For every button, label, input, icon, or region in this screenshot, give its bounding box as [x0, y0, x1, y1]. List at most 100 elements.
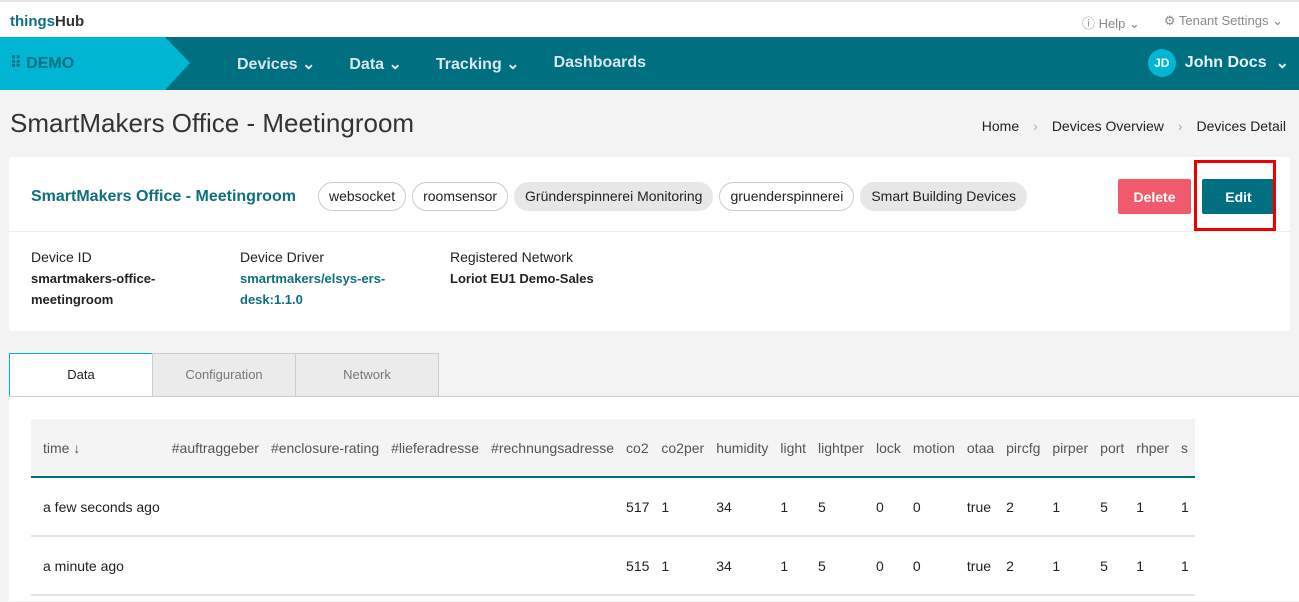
tag[interactable]: websocket — [317, 182, 407, 211]
tab-network[interactable]: Network — [295, 353, 439, 397]
table-cell — [485, 477, 620, 536]
device-card: SmartMakers Office - Meetingroom websock… — [9, 157, 1290, 331]
logo[interactable]: thingsHub — [10, 13, 85, 30]
tab-configuration[interactable]: Configuration — [152, 353, 296, 397]
column-header[interactable]: lock — [875, 439, 901, 456]
table-cell: 1 — [1136, 498, 1145, 515]
breadcrumb-devices-overview[interactable]: Devices Overview — [1051, 118, 1164, 134]
table-cell: 5 — [1100, 557, 1108, 574]
data-panel: time ↓ #auftraggeber #enclosure-rating #lie… — [9, 396, 1299, 601]
table-cell: a minute ago — [43, 557, 124, 574]
table-cell: a few seconds ago — [43, 498, 160, 515]
nav-data[interactable]: Data ⌄ — [349, 56, 402, 73]
column-header[interactable]: co2per — [661, 439, 705, 456]
device-name: SmartMakers Office - Meetingroom — [31, 187, 296, 205]
tenant-switcher[interactable]: ⠿ DEMO — [0, 37, 190, 90]
breadcrumb: Home › Devices Overview › Devices Detail — [982, 118, 1286, 134]
table-cell: 1 — [1180, 498, 1189, 515]
column-header[interactable]: time ↓ — [43, 439, 81, 456]
tag[interactable]: gruenderspinnerei — [719, 182, 855, 211]
table-cell — [485, 536, 620, 595]
column-header[interactable]: #auftraggeber — [171, 439, 259, 456]
tag[interactable]: Gründerspinnerei Monitoring — [514, 182, 714, 211]
page-title: SmartMakers Office - Meetingroom — [10, 108, 415, 138]
table-cell — [265, 477, 385, 536]
tag-list: websocket roomsensor Gründerspinnerei Mo… — [317, 182, 1028, 211]
divider — [9, 231, 1290, 232]
tenant-settings-menu[interactable]: ⚙ Tenant Settings ⌄ — [1163, 13, 1283, 28]
column-header[interactable]: otaa — [966, 439, 995, 456]
chevron-right-icon: › — [1033, 118, 1038, 134]
table-cell — [385, 536, 485, 595]
table-cell: 1 — [1052, 498, 1061, 515]
table-cell: 0 — [912, 498, 921, 515]
column-header[interactable]: port — [1100, 439, 1125, 456]
column-header[interactable]: light — [780, 439, 807, 456]
main-nav: ⠿ DEMO Devices ⌄ Data ⌄ Tracking ⌄ Dashb… — [0, 37, 1299, 90]
table-cell: 5 — [818, 498, 826, 515]
table-cell — [265, 536, 385, 595]
table-cell: 515 — [626, 557, 650, 574]
chevron-down-icon: ⌄ — [301, 56, 316, 73]
column-header[interactable]: lightper — [818, 439, 864, 456]
nav-devices[interactable]: Devices ⌄ — [237, 56, 316, 73]
table-cell: 0 — [875, 557, 884, 574]
tag[interactable]: Smart Building Devices — [860, 182, 1028, 211]
table-cell: 517 — [626, 498, 650, 515]
table-cell: 0 — [912, 557, 921, 574]
device-id: Device ID smartmakers-office-meetingroom — [31, 249, 156, 307]
table-cell: true — [966, 557, 992, 574]
avatar: JD — [1147, 49, 1176, 77]
column-header[interactable]: #enclosure-rating — [270, 439, 380, 456]
breadcrumb-home[interactable]: Home — [981, 118, 1020, 134]
column-header[interactable]: rhper — [1136, 439, 1169, 456]
device-driver-link[interactable]: smartmakers/elsys-ers-desk:1.1.0 — [240, 271, 386, 307]
table-cell: 0 — [875, 498, 884, 515]
data-table: time ↓ #auftraggeber #enclosure-rating #lie… — [31, 419, 1195, 596]
breadcrumb-current: Devices Detail — [1196, 118, 1286, 134]
column-header[interactable]: humidity — [716, 439, 769, 456]
table-cell — [166, 477, 265, 536]
registered-network: Registered Network Loriot EU1 Demo-Sales — [450, 249, 594, 286]
chevron-down-icon: ⌄ — [388, 56, 402, 73]
user-menu[interactable]: JD John Docs ⌄ — [1147, 49, 1289, 77]
column-header[interactable]: pircfg — [1006, 439, 1041, 456]
table-cell: 5 — [1100, 498, 1108, 515]
delete-button[interactable]: Delete — [1118, 179, 1191, 214]
chevron-down-icon: ⌄ — [506, 56, 520, 73]
table-row: a few seconds ago 517 1 34 1 5 0 0 true 2 1 5 1 1 — [31, 477, 1195, 536]
top-bar: thingsHub ⓘ Help ⌄ ⚙ Tenant Settings ⌄ — [0, 0, 1299, 37]
table-cell — [166, 536, 265, 595]
nav-dashboards[interactable]: Dashboards — [553, 54, 647, 71]
table-cell: 1 — [1180, 557, 1189, 574]
tab-bar: Data Configuration Network — [9, 353, 439, 397]
table-cell: 2 — [1006, 557, 1014, 574]
table-header: time ↓ #auftraggeber #enclosure-rating #lie… — [31, 419, 1195, 477]
table-cell: 5 — [818, 557, 826, 574]
column-header[interactable]: co2 — [626, 439, 649, 456]
tag[interactable]: roomsensor — [412, 182, 509, 211]
highlight-box — [1194, 160, 1276, 231]
grid-icon: ⠿ — [10, 55, 27, 72]
table-cell: 34 — [716, 498, 732, 515]
table-cell: 1 — [780, 557, 789, 574]
nav-tracking[interactable]: Tracking ⌄ — [435, 56, 520, 73]
column-header[interactable]: pirper — [1052, 439, 1089, 456]
help-menu[interactable]: ⓘ Help ⌄ — [1081, 16, 1140, 31]
column-header[interactable]: #rechnungsadresse — [491, 439, 615, 456]
device-driver: Device Driver smartmakers/elsys-ers-desk:… — [240, 247, 410, 310]
column-header[interactable]: s — [1180, 439, 1188, 456]
column-header[interactable]: motion — [912, 439, 955, 456]
table-cell: 1 — [1052, 557, 1061, 574]
column-header[interactable]: #lieferadresse — [391, 439, 480, 456]
chevron-down-icon: ⌄ — [1275, 55, 1289, 72]
table-cell — [385, 477, 485, 536]
table-cell: true — [966, 498, 992, 515]
tab-data[interactable]: Data — [9, 353, 153, 397]
table-cell: 1 — [661, 498, 670, 515]
table-cell: 1 — [661, 557, 670, 574]
data-table-wrapper: time ↓ #auftraggeber #enclosure-rating #lie… — [31, 419, 1275, 602]
gear-icon: ⚙ — [1163, 13, 1179, 28]
table-cell: 2 — [1006, 498, 1014, 515]
edit-button[interactable]: Edit — [1202, 179, 1275, 214]
